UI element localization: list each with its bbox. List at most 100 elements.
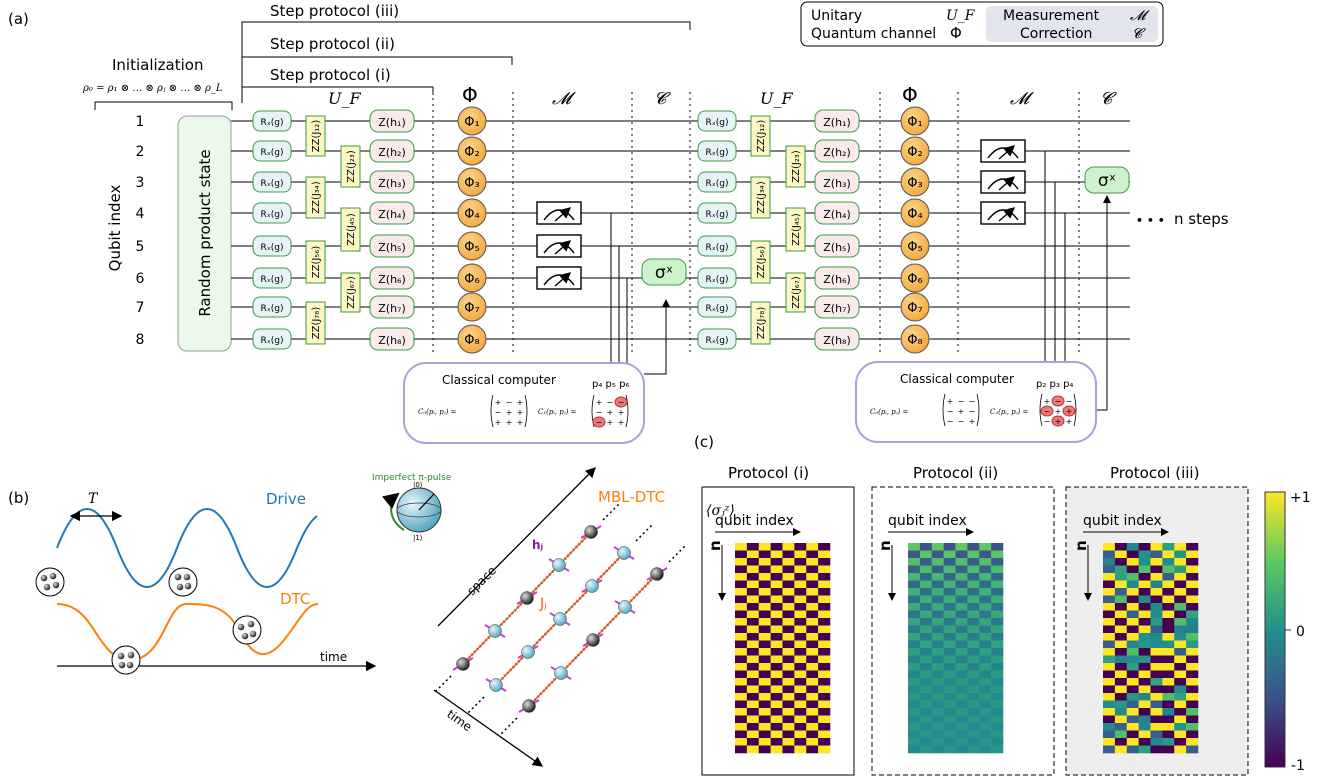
qubit-number: 4 xyxy=(136,206,145,222)
z-gate xyxy=(369,295,415,319)
phi-channel-label: Φ₇ xyxy=(464,301,479,316)
spin-cluster xyxy=(168,567,198,597)
rx-gate xyxy=(697,235,737,257)
svg-text:−: − xyxy=(1055,397,1062,406)
heatmap-protocol-i xyxy=(735,543,831,754)
colorbar-min: -1 xyxy=(1291,758,1305,774)
rx-gate xyxy=(252,202,292,224)
measurement-label-2: 𝓜 xyxy=(1010,89,1034,109)
protocol-ii-label: Step protocol (ii) xyxy=(270,35,395,53)
z-gate-label: Z(h₄) xyxy=(378,208,406,221)
protocol-iii-label: Step protocol (iii) xyxy=(270,2,399,20)
imperfect-pulse-label: Imperfect π-pulse xyxy=(372,473,452,483)
svg-text:+: + xyxy=(1066,417,1073,426)
n-steps-label: n steps xyxy=(1174,210,1229,228)
z-gate-label: Z(h₂) xyxy=(378,146,406,159)
zz-gate xyxy=(750,240,771,284)
qubit-numbers: 1 2 3 4 5 6 7 8 xyxy=(136,114,145,348)
initialization-label: Initialization xyxy=(112,56,203,74)
colorbar: +1 0 -1 xyxy=(1264,490,1311,774)
cc2-c2-formula: C₂(pᵢ, pⱼ) = xyxy=(990,408,1029,416)
z-gate xyxy=(369,109,415,133)
phi-label-1: Φ xyxy=(462,83,478,107)
lattice-spin xyxy=(617,546,631,560)
svg-text:+: + xyxy=(969,417,976,426)
phi-channel-label: Φ₆ xyxy=(464,272,479,287)
phi-channel-label: Φ₈ xyxy=(907,333,922,348)
zz-gate xyxy=(340,207,361,252)
zz-gate-label: ZZ(J₄₅) xyxy=(346,213,357,246)
rx-gate-label: Rₓ(g) xyxy=(261,304,284,314)
random-product-state-box xyxy=(177,115,232,352)
z-gate xyxy=(814,139,860,163)
rx-gate-label: Rₓ(g) xyxy=(706,275,729,285)
z-gate-label: Z(h₃) xyxy=(378,177,406,190)
svg-text:+: + xyxy=(607,418,614,427)
rx-gate-label: Rₓ(g) xyxy=(261,148,284,158)
qubit-number: 5 xyxy=(136,239,145,255)
qubit-index-label: qubit index xyxy=(1083,513,1162,529)
protocol-i-label: Step protocol (i) xyxy=(270,66,391,84)
legend-unitary: Unitary xyxy=(811,8,862,24)
qubit-number: 3 xyxy=(136,175,145,191)
initial-state-formula: ρ₀ = ρ₁ ⊗ … ⊗ ρⱼ ⊗ … ⊗ ρ_L xyxy=(82,83,223,94)
svg-text:+: + xyxy=(947,397,954,406)
phi-channel-label: Φ₁ xyxy=(907,115,922,130)
lattice-spin xyxy=(618,600,632,614)
classical-wire xyxy=(581,212,612,372)
z-gate xyxy=(814,327,860,351)
z-gate-label: Z(h₈) xyxy=(823,334,851,347)
phi-channel-label: Φ₄ xyxy=(464,207,479,222)
z-gate-label: Z(h₂) xyxy=(823,146,851,159)
period-label: T xyxy=(88,491,99,507)
dtc-wave xyxy=(56,602,319,662)
spin-lattice xyxy=(434,503,686,735)
cc1-matrix-c0: + − +− + ++ + + xyxy=(490,394,528,428)
measurement-meter xyxy=(536,266,582,290)
svg-text:−: − xyxy=(495,408,502,417)
zz-gate xyxy=(785,207,806,252)
z-gate-label: Z(h₁) xyxy=(378,116,406,129)
classical-wire xyxy=(581,245,620,372)
zz-gate-label: ZZ(J₆₇) xyxy=(791,276,802,309)
correction-label-1: 𝓒 xyxy=(654,89,671,109)
phi-channel xyxy=(900,198,930,228)
protocol-iii-title: Protocol (iii) xyxy=(1110,464,1199,482)
qubit-number: 6 xyxy=(136,271,145,287)
qubit-number: 7 xyxy=(136,300,145,316)
rx-gate xyxy=(697,202,737,224)
zz-gate xyxy=(785,272,806,313)
svg-text:−: − xyxy=(969,397,976,406)
mbl-dtc-label: MBL-DTC xyxy=(598,488,665,506)
svg-text:+: + xyxy=(958,407,965,416)
z-gate xyxy=(369,170,415,194)
spin-cluster xyxy=(35,567,65,597)
measurement-meter xyxy=(980,170,1026,194)
classical-computer-1-title: Classical computer xyxy=(442,373,556,387)
ket-one: |1⟩ xyxy=(413,534,423,542)
lattice-spin xyxy=(456,657,470,671)
z-gate-label: Z(h₄) xyxy=(823,208,851,221)
lattice-spin xyxy=(554,666,568,680)
rx-gate xyxy=(697,110,737,132)
phi-channel xyxy=(900,106,930,136)
dtc-label: DTC xyxy=(280,590,310,608)
rx-gate-label: Rₓ(g) xyxy=(706,179,729,189)
svg-text:+: + xyxy=(517,418,524,427)
legend-correction: Correction xyxy=(1020,26,1092,42)
z-gate-label: Z(h₆) xyxy=(823,273,851,286)
z-gate-label: Z(h₇) xyxy=(378,302,406,315)
classical-wire xyxy=(581,277,628,372)
panel-b-label: (b) xyxy=(8,489,29,507)
rx-gate xyxy=(252,328,292,350)
cc1-probabilities: p₄ p₅ p₆ xyxy=(592,379,629,390)
zz-gate-label: ZZ(J₇₈) xyxy=(311,307,322,340)
rx-gate xyxy=(697,328,737,350)
z-gate xyxy=(814,109,860,133)
cc1-matrix-c1: + − −− + +− + + xyxy=(591,394,629,428)
zz-gate-label: ZZ(J₃₄) xyxy=(756,181,767,214)
classical-computer-2-title: Classical computer xyxy=(900,372,1014,386)
phi-channel-label: Φ₁ xyxy=(464,115,479,130)
spin-cluster xyxy=(232,615,262,645)
